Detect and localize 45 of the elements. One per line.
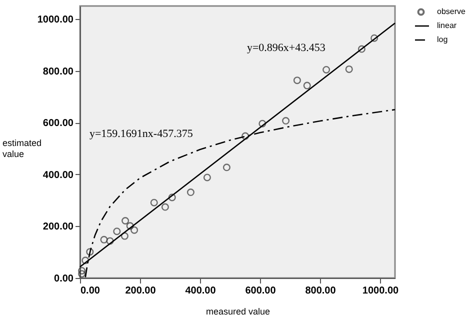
annotation: y=0.896x+43.453 — [246, 42, 326, 54]
point — [322, 66, 330, 74]
y-tick-label: 200.00 — [42, 222, 74, 233]
point — [122, 216, 130, 225]
legend-label: observe — [437, 7, 466, 16]
point — [150, 198, 158, 206]
point — [345, 65, 353, 73]
y-tick-label: 600.00 — [42, 118, 74, 130]
legend-label: log — [437, 35, 448, 44]
x-axis-title: measured value — [206, 306, 270, 316]
x-tick-label: 400.00 — [185, 286, 216, 296]
point — [161, 203, 169, 211]
point — [100, 236, 108, 244]
point — [106, 237, 114, 245]
annotation: y=159.1691nx-457.375 — [89, 128, 194, 140]
point — [126, 222, 134, 230]
point — [222, 164, 230, 172]
x-tick-label: 1000.00 — [362, 286, 400, 296]
point — [168, 194, 176, 202]
x-tick-label: 800.00 — [305, 286, 336, 296]
point — [130, 226, 138, 234]
y-tick-label: 400.00 — [42, 170, 74, 181]
point — [186, 188, 194, 196]
point — [242, 132, 250, 140]
x-tick-label: 0.00 — [80, 286, 100, 296]
y-tick-label: 1000.00 — [37, 14, 74, 26]
point — [282, 117, 290, 125]
legend-label: linear — [437, 21, 457, 30]
point — [86, 248, 94, 256]
point — [303, 82, 311, 90]
y-axis-title: estimated value — [2, 138, 42, 159]
point — [78, 266, 86, 274]
x-tick-label: 600.00 — [245, 286, 276, 296]
y-tick-label: 800.00 — [42, 66, 74, 78]
point — [358, 45, 366, 53]
point — [82, 256, 90, 264]
point — [120, 232, 128, 240]
point — [370, 34, 378, 42]
point — [113, 228, 121, 236]
point — [293, 76, 301, 84]
y-tick-label: 0.00 — [54, 274, 74, 284]
point — [78, 270, 86, 278]
point — [203, 174, 211, 182]
x-tick-label: 200.00 — [125, 286, 156, 296]
point — [258, 120, 266, 128]
